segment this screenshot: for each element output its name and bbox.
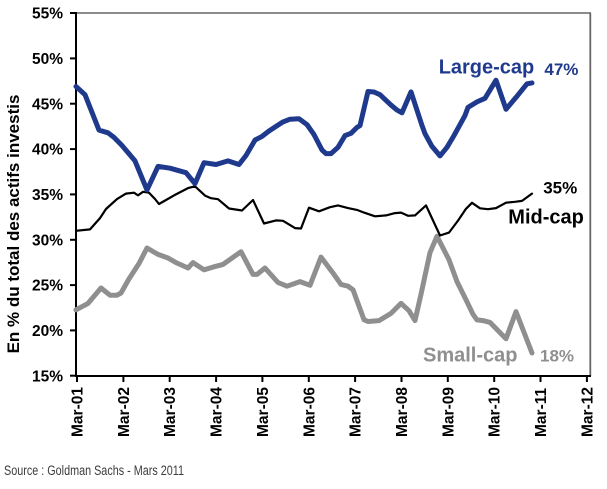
svg-text:Mar-09: Mar-09 bbox=[440, 387, 457, 437]
svg-text:En % du total des actifs inves: En % du total des actifs investis bbox=[4, 95, 23, 354]
svg-text:Mar-05: Mar-05 bbox=[255, 387, 272, 437]
svg-text:Mar-02: Mar-02 bbox=[116, 387, 133, 437]
svg-text:Small-cap: Small-cap bbox=[423, 345, 517, 367]
svg-text:50%: 50% bbox=[32, 51, 63, 68]
svg-text:Mar-07: Mar-07 bbox=[348, 387, 365, 437]
svg-text:47%: 47% bbox=[544, 60, 578, 79]
svg-text:55%: 55% bbox=[32, 6, 63, 23]
svg-text:Mar-10: Mar-10 bbox=[487, 387, 504, 437]
svg-text:20%: 20% bbox=[32, 323, 63, 340]
svg-text:35%: 35% bbox=[543, 179, 577, 198]
svg-text:Large-cap: Large-cap bbox=[439, 56, 535, 78]
svg-text:Mar-12: Mar-12 bbox=[579, 387, 596, 437]
svg-text:Mid-cap: Mid-cap bbox=[508, 207, 584, 229]
svg-text:Mar-04: Mar-04 bbox=[209, 387, 226, 437]
svg-text:40%: 40% bbox=[32, 142, 63, 159]
svg-text:45%: 45% bbox=[32, 96, 63, 113]
svg-text:Mar-03: Mar-03 bbox=[162, 387, 179, 437]
svg-text:30%: 30% bbox=[32, 232, 63, 249]
svg-text:25%: 25% bbox=[32, 278, 63, 295]
svg-text:Mar-11: Mar-11 bbox=[533, 388, 550, 437]
svg-text:15%: 15% bbox=[32, 368, 63, 385]
svg-text:18%: 18% bbox=[540, 347, 574, 366]
svg-text:35%: 35% bbox=[32, 187, 63, 204]
svg-text:Mar-01: Mar-01 bbox=[70, 387, 87, 437]
svg-text:Source : Goldman Sachs - Mars: Source : Goldman Sachs - Mars 2011 bbox=[4, 463, 184, 478]
svg-text:Mar-08: Mar-08 bbox=[394, 387, 411, 437]
svg-text:Mar-06: Mar-06 bbox=[301, 387, 318, 437]
